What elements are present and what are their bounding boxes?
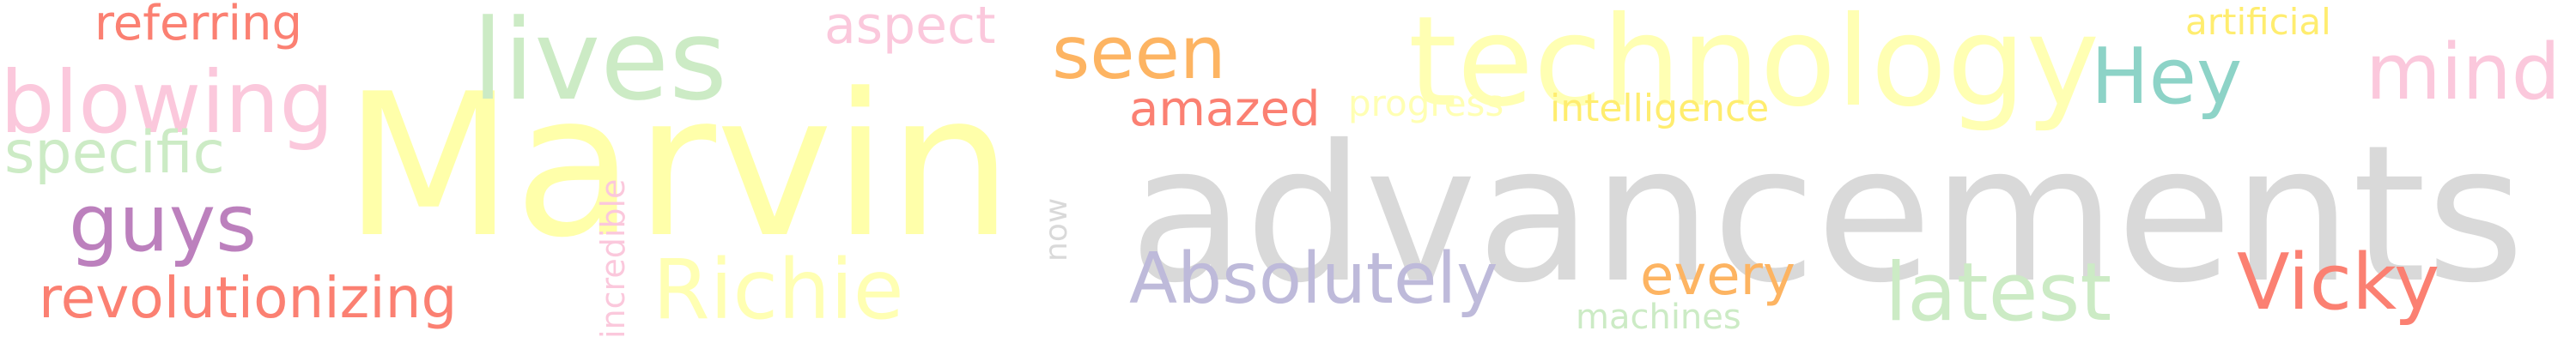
word-specific: specific (4, 119, 225, 187)
word-marvin: Marvin (343, 52, 1013, 281)
word-artificial: artificial (2185, 1, 2331, 43)
word-seen: seen (1052, 11, 1226, 96)
word-lives: lives (472, 0, 727, 125)
word-every: every (1640, 244, 1795, 308)
word-revolutionizing: revolutionizing (39, 265, 458, 331)
word-machines: machines (1576, 298, 1741, 337)
word-mind: mind (2366, 27, 2561, 117)
word-hey: Hey (2091, 32, 2243, 122)
word-referring: referring (94, 0, 303, 51)
word-incredible: incredible (594, 178, 632, 339)
word-intelligence: intelligence (1550, 87, 1770, 130)
word-guys: guys (69, 178, 258, 269)
word-richie: Richie (653, 242, 904, 338)
word-blowing: blowing (0, 52, 334, 153)
word-now: now (1039, 197, 1074, 262)
word-aspect: aspect (824, 0, 996, 56)
word-technology: technology (1408, 0, 2100, 135)
word-vicky: Vicky (2237, 238, 2440, 328)
word-absolutely: Absolutely (1129, 238, 1498, 320)
word-advancements: advancements (1129, 105, 2525, 324)
word-amazed: amazed (1129, 81, 1321, 137)
word-progress: progress (1348, 82, 1504, 124)
word-latest: latest (1885, 246, 2112, 340)
